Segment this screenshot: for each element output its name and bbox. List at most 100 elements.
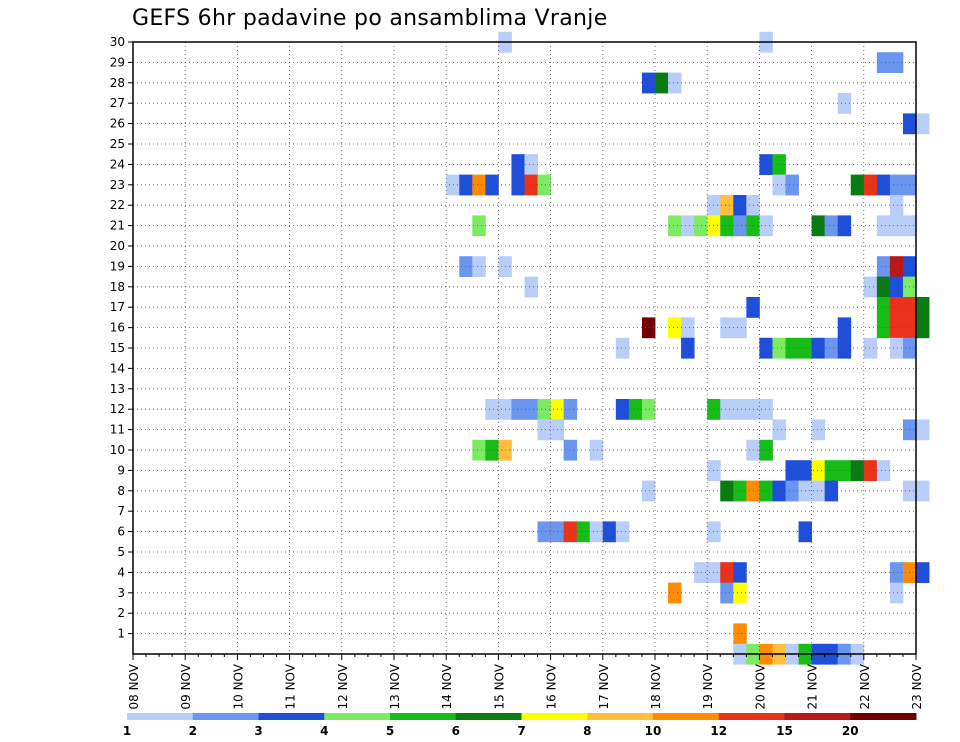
heatmap-cell <box>615 399 630 420</box>
colorbar-swatch <box>390 713 457 720</box>
y-tick-label: 8 <box>117 484 125 498</box>
colorbar-tick-label: 4 <box>320 724 328 738</box>
y-tick-label: 2 <box>117 606 125 620</box>
x-tick-label: 23 NOV <box>910 663 924 709</box>
colorbar-tick-label: 8 <box>583 724 591 738</box>
heatmap-cell <box>589 439 604 461</box>
heatmap-cell <box>876 317 891 339</box>
heatmap-cell <box>524 174 538 196</box>
y-tick-label: 6 <box>117 525 125 539</box>
colorbar-swatch <box>258 713 325 720</box>
colorbar-tick-label: 1 <box>123 724 131 738</box>
heatmap-cell <box>446 174 460 196</box>
heatmap-cell <box>472 174 486 196</box>
heatmap-cell <box>889 276 904 298</box>
heatmap-cell <box>837 460 852 481</box>
heatmap-cell <box>641 72 656 94</box>
heatmap-cell <box>720 317 734 339</box>
heatmap-cell <box>537 521 551 543</box>
heatmap-cell <box>511 399 525 420</box>
cells-layer <box>446 31 930 665</box>
heatmap-cell <box>759 399 773 420</box>
grid-layer <box>133 41 916 654</box>
colorbar-swatch <box>850 713 917 720</box>
heatmap-cell <box>472 215 486 237</box>
heatmap-cell <box>889 174 904 196</box>
colorbar-tick-label: 6 <box>452 724 460 738</box>
heatmap-cell <box>759 337 773 359</box>
heatmap-cell <box>889 215 904 237</box>
x-tick-label: 17 NOV <box>597 663 611 709</box>
y-tick-label: 17 <box>110 300 125 314</box>
heatmap-cell <box>863 174 878 196</box>
heatmap-cell <box>524 399 538 420</box>
colorbar-tick-label: 15 <box>776 724 793 738</box>
heatmap-cell <box>889 52 904 73</box>
heatmap-cell <box>824 215 839 237</box>
heatmap-cell <box>916 317 930 339</box>
heatmap-cell <box>733 399 747 420</box>
heatmap-cell <box>720 562 734 583</box>
y-tick-label: 3 <box>117 586 125 600</box>
x-tick-label: 12 NOV <box>336 663 350 709</box>
heatmap-cell <box>668 582 682 604</box>
heatmap-cell <box>681 337 695 359</box>
heatmap-cell <box>824 460 839 481</box>
heatmap-cell <box>589 521 604 543</box>
y-tick-label: 22 <box>110 198 125 212</box>
heatmap-cell <box>876 174 891 196</box>
colorbar-swatch <box>653 713 720 720</box>
heatmap-cell <box>694 215 708 237</box>
heatmap-cell <box>889 562 904 583</box>
heatmap-cell <box>681 317 695 339</box>
heatmap-cell <box>863 276 878 298</box>
heatmap-cell <box>785 174 799 196</box>
heatmap-cell <box>641 399 656 420</box>
heatmap-cell <box>524 154 538 175</box>
y-tick-label: 28 <box>110 76 125 90</box>
heatmap-cell <box>563 521 578 543</box>
heatmap-cell <box>641 317 656 339</box>
heatmap-cell <box>537 174 551 196</box>
heatmap-cell <box>811 337 826 359</box>
heatmap-cell <box>785 337 799 359</box>
y-tick-label: 29 <box>110 55 125 69</box>
colorbar-swatch <box>127 713 194 720</box>
y-tick-label: 23 <box>110 178 125 192</box>
heatmap-cell <box>916 419 930 441</box>
colorbar-swatch <box>192 713 259 720</box>
heatmap-cell <box>563 439 578 461</box>
x-tick-label: 10 NOV <box>231 663 245 709</box>
heatmap-cell <box>824 480 839 502</box>
heatmap-cell <box>733 195 747 216</box>
y-tick-label: 1 <box>117 627 125 641</box>
heatmap-cell <box>837 337 852 359</box>
heatmap-cell <box>889 256 904 277</box>
heatmap-cell <box>576 521 591 543</box>
heatmap-cell <box>889 195 904 216</box>
heatmap-cell <box>837 215 852 237</box>
heatmap-cell <box>837 317 852 339</box>
heatmap-cell <box>641 480 656 502</box>
heatmap-cell <box>733 582 747 604</box>
colorbar-swatch <box>718 713 785 720</box>
heatmap-cell <box>759 215 773 237</box>
y-tick-label: 25 <box>110 137 125 151</box>
y-tick-label: 18 <box>110 280 125 294</box>
y-tick-label: 30 <box>110 35 125 49</box>
y-tick-label: 5 <box>117 545 125 559</box>
heatmap-cell <box>889 337 904 359</box>
y-tick-label: 11 <box>110 423 125 437</box>
colorbar-swatch <box>324 713 391 720</box>
heatmap-cell <box>537 419 551 441</box>
heatmap-cell <box>759 154 773 175</box>
y-tick-label: 24 <box>110 157 125 171</box>
x-tick-label: 08 NOV <box>127 663 141 709</box>
heatmap-cell <box>811 215 826 237</box>
y-axis: 1234567891011121314151617181920212223242… <box>110 35 133 641</box>
heatmap-cell <box>615 521 630 543</box>
x-tick-label: 22 NOV <box>858 663 872 709</box>
colorbar-tick-label: 7 <box>517 724 525 738</box>
x-tick-label: 14 NOV <box>440 663 454 709</box>
y-tick-label: 4 <box>117 565 125 579</box>
